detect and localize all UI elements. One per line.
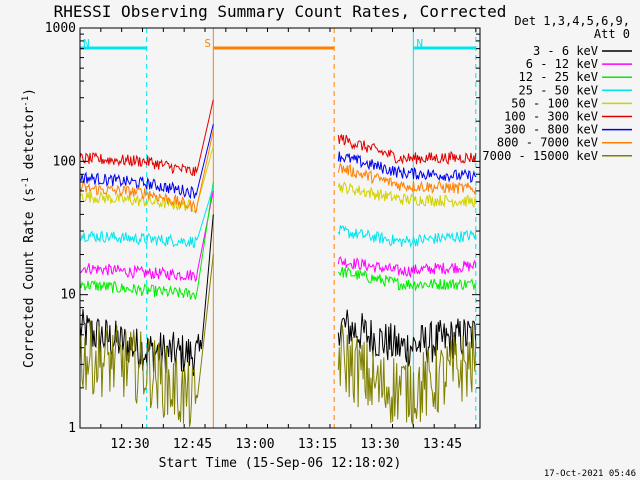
series-line-5-0 — [79, 99, 214, 177]
series-line-6-0 — [79, 124, 214, 200]
legend-header-2: Att 0 — [594, 27, 630, 41]
legend-label-2: 12 - 25 keV — [519, 70, 598, 84]
flag-label-0: N — [83, 37, 90, 50]
x-tick-label-4: 13:30 — [360, 437, 399, 452]
series-line-1-1 — [337, 256, 477, 279]
legend-header-1: Det 1,3,4,5,6,9, — [514, 14, 630, 28]
y-axis-label-tail: detector — [22, 107, 37, 178]
plot-area: N NS — [79, 28, 477, 428]
chart-title: RHESSI Observing Summary Count Rates, Co… — [54, 2, 507, 21]
x-tick-label-0: 12:30 — [110, 437, 149, 452]
y-axis-label-sup: -1 — [21, 177, 31, 188]
y-axis-label-sup2: -1 — [21, 96, 31, 107]
y-axis-label: Corrected Count Rate (s-1 detector-1) — [21, 88, 37, 368]
x-tick-label-5: 13:45 — [423, 437, 462, 452]
timestamp: 17-Oct-2021 05:46 — [544, 469, 636, 479]
y-axis-label-close: ) — [22, 88, 37, 96]
series-line-0-1 — [337, 309, 477, 367]
flag-label-2: S — [204, 37, 211, 50]
x-axis-label: Start Time (15-Sep-06 12:18:02) — [159, 456, 402, 471]
y-axis-label-main: Corrected Count Rate (s — [22, 188, 37, 368]
legend-label-7: 800 - 7000 keV — [497, 136, 598, 150]
flag-label-1: N — [416, 37, 423, 50]
series-line-8-0 — [79, 254, 214, 427]
legend-label-1: 6 - 12 keV — [526, 57, 598, 71]
series-line-0-0 — [79, 214, 214, 376]
legend-label-6: 300 - 800 keV — [504, 123, 598, 137]
legend-label-0: 3 - 6 keV — [533, 44, 598, 58]
series-line-2-0 — [79, 181, 214, 300]
series-line-7-0 — [79, 130, 214, 215]
series-line-1-0 — [79, 190, 214, 283]
x-tick-label-3: 13:15 — [298, 437, 337, 452]
series-line-3-1 — [337, 225, 477, 248]
plot-frame — [79, 27, 481, 429]
y-tick-label-0: 1 — [68, 421, 76, 436]
legend-label-4: 50 - 100 keV — [511, 96, 598, 110]
series-line-5-1 — [337, 133, 477, 166]
series-line-8-1 — [337, 324, 477, 425]
series-line-6-1 — [337, 151, 477, 183]
series-line-3-0 — [79, 186, 214, 248]
y-tick-label-3: 1000 — [45, 21, 76, 36]
series-line-2-1 — [337, 266, 477, 292]
legend-label-5: 100 - 300 keV — [504, 110, 598, 124]
legend-label-8: 7000 - 15000 keV — [482, 149, 598, 163]
y-tick-label-2: 100 — [53, 154, 76, 169]
x-tick-label-1: 12:45 — [173, 437, 212, 452]
x-tick-label-2: 13:00 — [235, 437, 274, 452]
axes-ticks: 12:30 12:45 13:00 13:15 13:30 13:45 1 10 100 1000 — [45, 21, 480, 452]
series-line-4-1 — [337, 181, 477, 209]
legend-label-3: 25 - 50 keV — [519, 83, 598, 97]
y-tick-label-1: 10 — [60, 288, 76, 303]
series-line-7-1 — [337, 162, 477, 196]
